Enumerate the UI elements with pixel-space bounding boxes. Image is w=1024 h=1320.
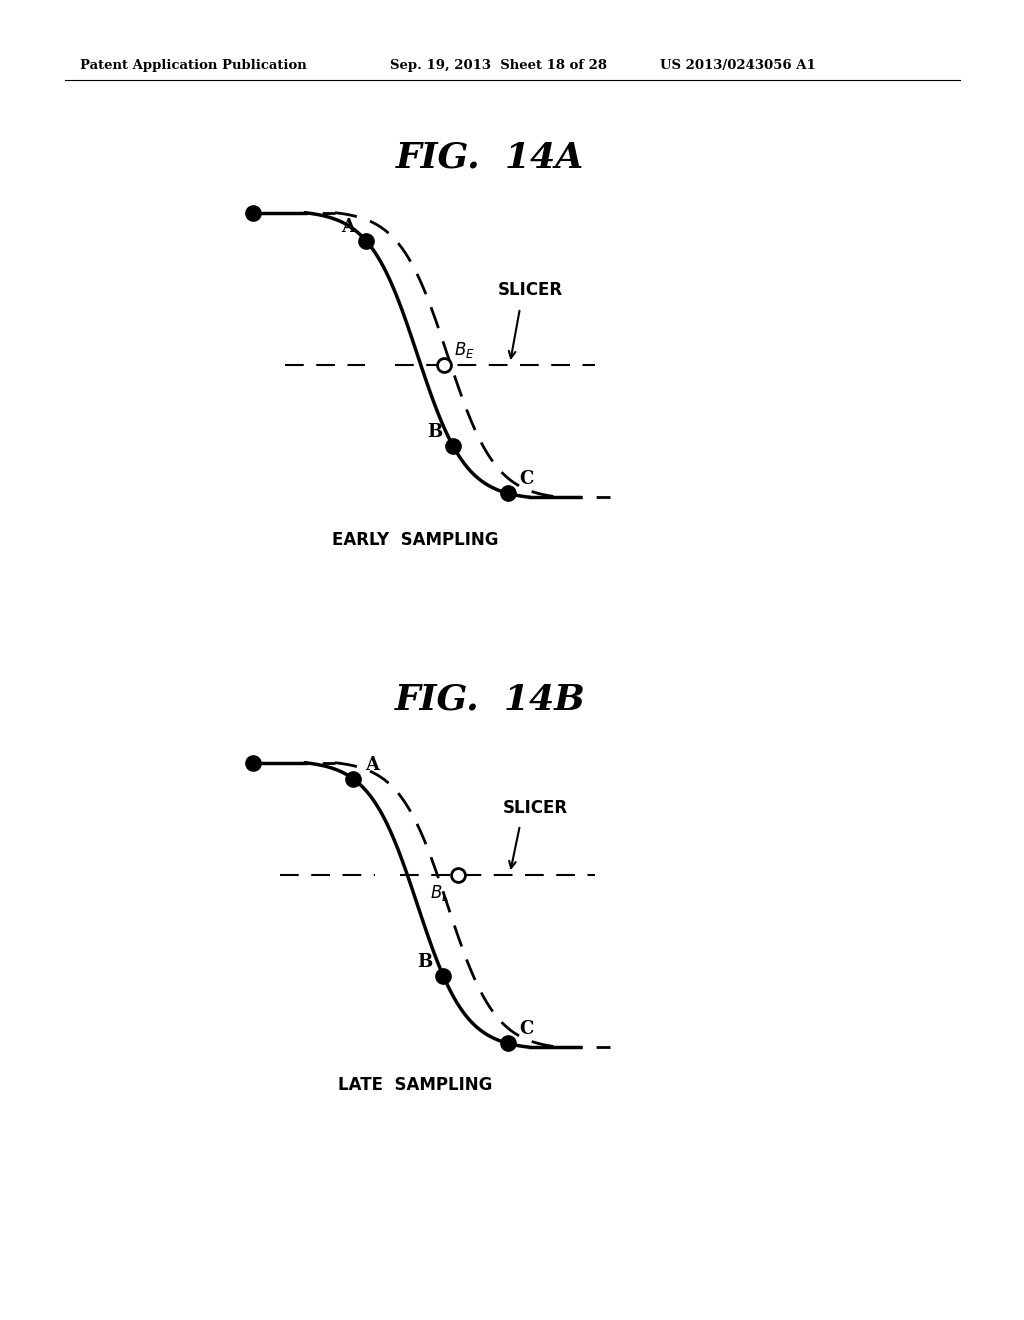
Text: C: C [519,470,534,488]
Text: FIG.  14A: FIG. 14A [396,141,584,176]
Text: B: B [418,953,433,970]
Text: C: C [519,1020,534,1039]
Text: Patent Application Publication: Patent Application Publication [80,58,307,71]
Text: $B_L$: $B_L$ [430,883,450,903]
Text: B: B [427,422,442,441]
Text: FIG.  14B: FIG. 14B [394,682,586,717]
Text: $B_E$: $B_E$ [455,341,475,360]
Text: A: A [341,218,355,236]
Text: SLICER: SLICER [503,799,567,817]
Text: SLICER: SLICER [498,281,562,300]
Text: US 2013/0243056 A1: US 2013/0243056 A1 [660,58,816,71]
Text: A: A [366,756,379,774]
Text: LATE  SAMPLING: LATE SAMPLING [338,1076,493,1094]
Text: EARLY  SAMPLING: EARLY SAMPLING [332,531,499,549]
Text: Sep. 19, 2013  Sheet 18 of 28: Sep. 19, 2013 Sheet 18 of 28 [390,58,607,71]
